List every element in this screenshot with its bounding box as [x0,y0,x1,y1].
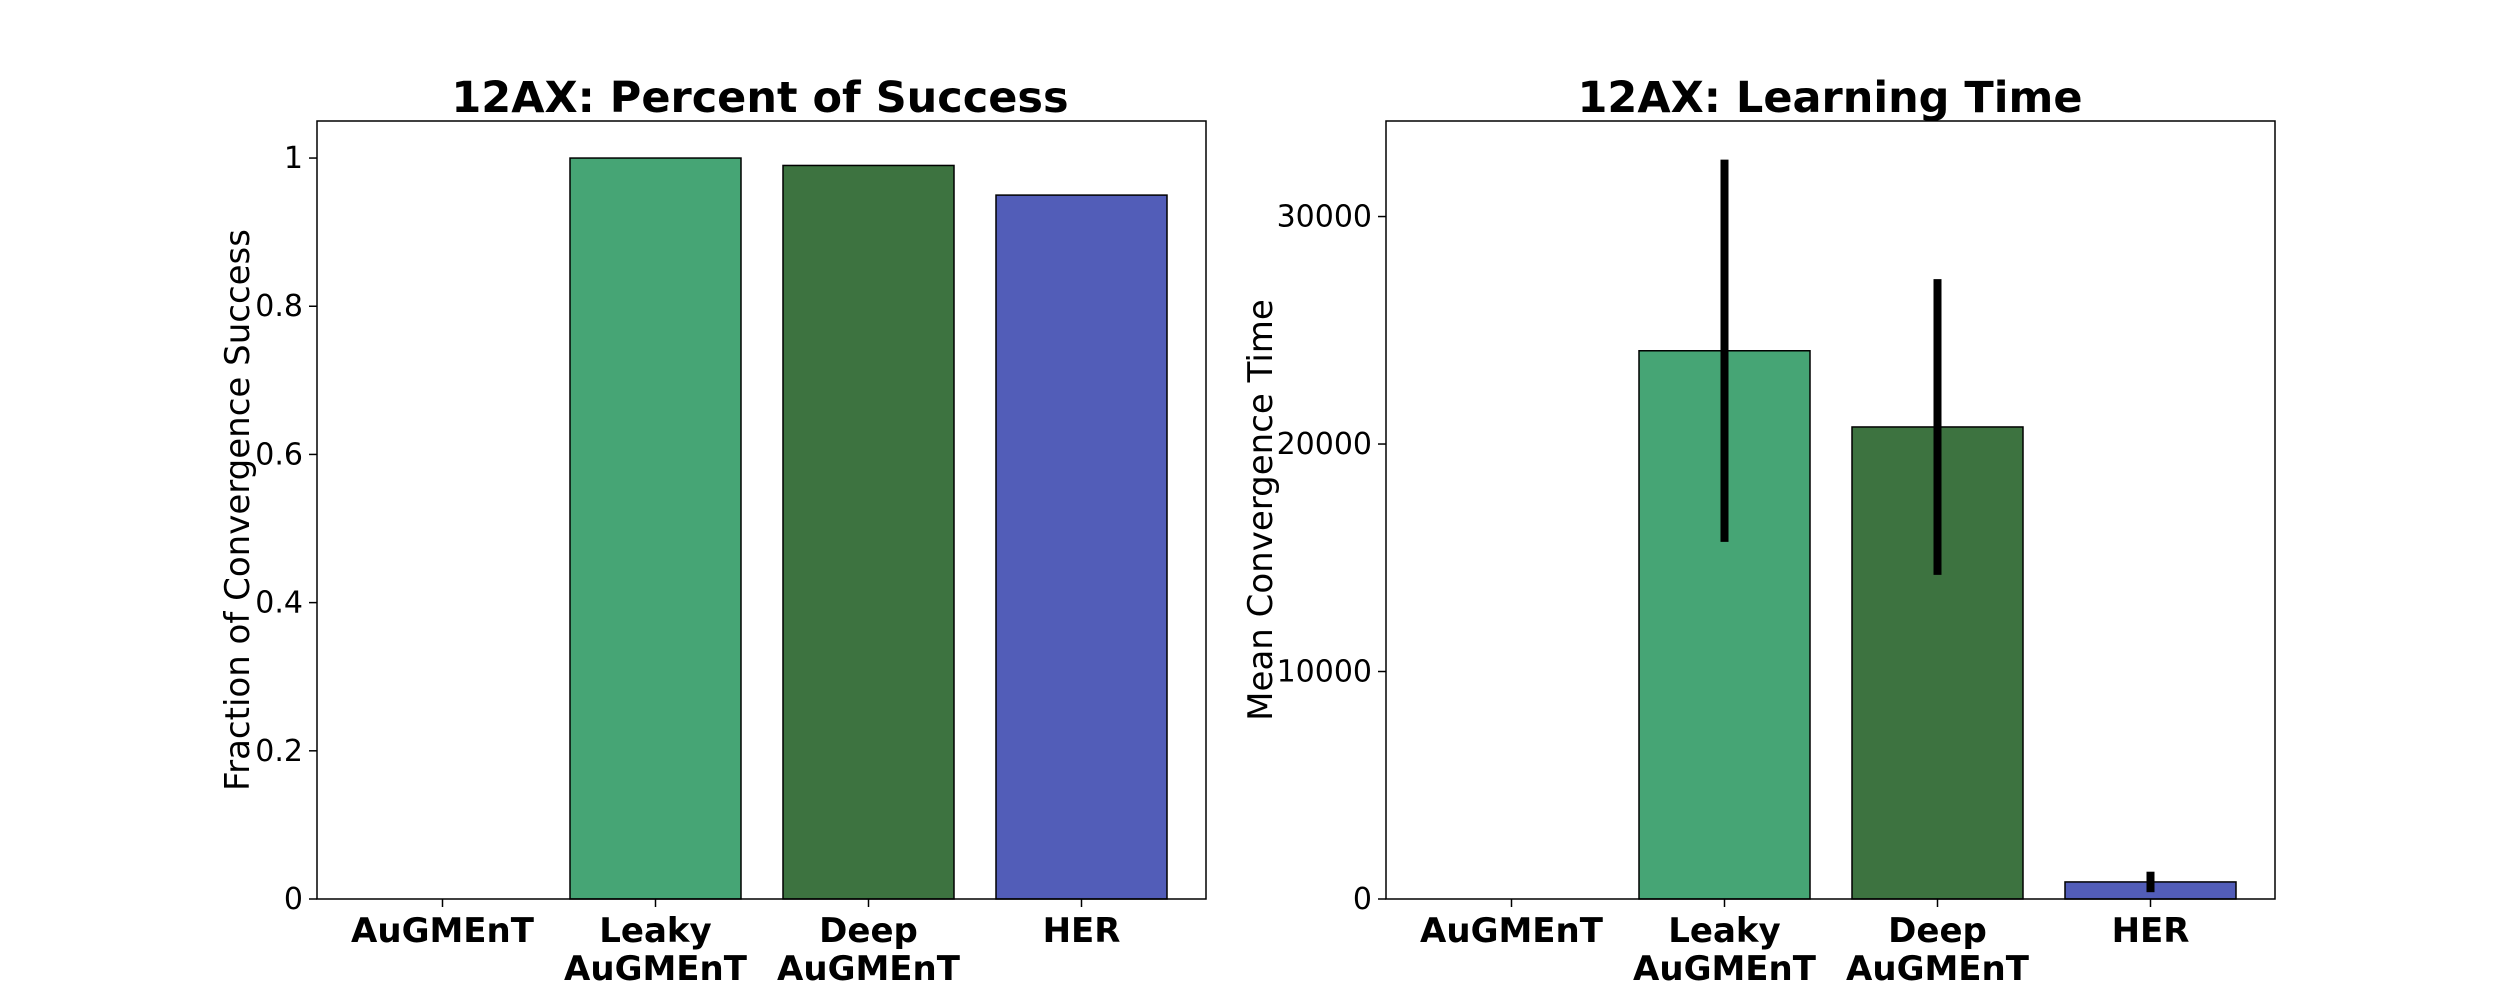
y-tick-label: 0.2 [255,734,303,769]
y-tick-label: 0.4 [255,586,303,621]
x-tick-label: HER [2112,911,2190,951]
y-tick-label: 0.8 [255,289,303,324]
x-tick-label: Deep AuGMEnT [1846,911,2030,989]
y-tick-label: 20000 [1277,427,1372,462]
x-tick-label: HER [1043,911,1121,951]
y-ticks: 0 0.2 0.4 0.6 0.8 1 [255,141,317,917]
y-axis-label: Mean Convergence Time [1241,299,1281,721]
x-tick-labels: AuGMEnT Leaky AuGMEnT Deep AuGMEnT HER [1420,899,2189,989]
chart-learning-time: 12AX: Learning Time Mean Convergence Tim… [1241,73,2276,989]
chart-title: 12AX: Percent of Success [451,73,1068,123]
error-bars [1720,159,2155,893]
bar [569,157,742,900]
y-tick-label: 1 [284,141,303,176]
y-tick-label: 0.6 [255,437,303,472]
x-tick-label: Leaky AuGMEnT [564,911,748,989]
bar [995,194,1168,900]
y-tick-label: 0 [284,882,303,917]
bar [782,164,955,900]
x-tick-label: Leaky AuGMEnT [1633,911,1817,989]
x-tick-label: Deep AuGMEnT [777,911,961,989]
chart-title: 12AX: Learning Time [1578,73,2083,123]
x-tick-label: AuGMEnT [351,911,535,951]
y-tick-label: 30000 [1277,200,1372,235]
plot-frame [1385,120,2276,900]
y-tick-label: 10000 [1277,655,1372,690]
plot-frame [316,120,1207,900]
y-tick-label: 0 [1353,882,1372,917]
y-ticks: 0 10000 20000 30000 [1277,200,1386,917]
x-tick-labels: AuGMEnT Leaky AuGMEnT Deep AuGMEnT HER [351,899,1120,989]
bars [569,157,1168,900]
y-axis-label: Fraction of Convergence Success [218,229,258,791]
x-tick-label: AuGMEnT [1420,911,1604,951]
chart-success: 12AX: Percent of Success Fraction of Con… [218,73,1207,989]
